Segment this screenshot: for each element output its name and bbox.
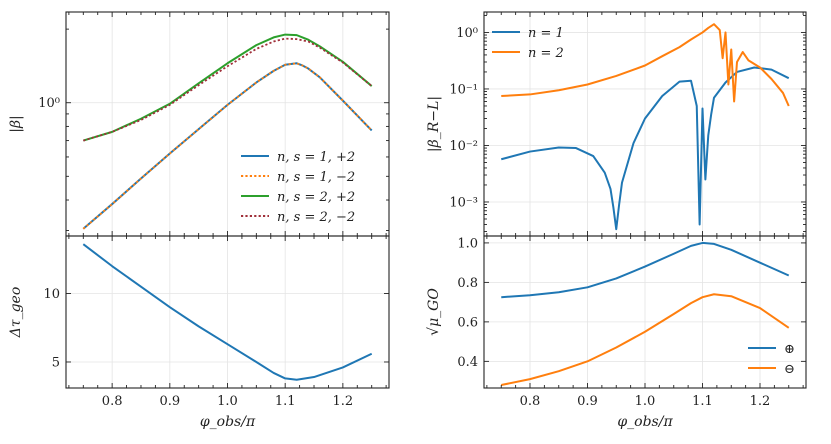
- x-tick-label: 1.0: [217, 394, 238, 409]
- series-group: [82, 243, 373, 381]
- panel-bottom-left: 0.8 0.9 1.0 1.1 1.2 φ_obs/π 5 10 Δτ_geo: [8, 235, 390, 430]
- x-tick-label: 1.0: [635, 394, 656, 409]
- legend-label-4: n, s = 2, −2: [277, 210, 355, 225]
- series-line-2: [501, 293, 790, 387]
- x-axis-label: φ_obs/π: [200, 414, 256, 430]
- series-line-1: [82, 243, 373, 381]
- x-axis-label: φ_obs/π: [617, 414, 673, 430]
- y-tick-label: 10: [43, 287, 60, 302]
- y-tick-label: 10⁻¹: [449, 82, 478, 97]
- legend-label-1: n = 1: [528, 26, 564, 41]
- series-line-4: [83, 37, 373, 142]
- y-tick-label: 5: [52, 355, 60, 370]
- panel-top-right: 10⁻³ 10⁻² 10⁻¹ 10⁰ |β_R−L| n = 1 n = 2: [426, 11, 807, 237]
- y-axis-label: |β_R−L|: [426, 96, 442, 152]
- panel-bottom-right: 0.8 0.9 1.0 1.1 1.2 φ_obs/π 0.4 0.6 0.8 1.0 √μ_GO ⊕…: [426, 235, 807, 430]
- series-line-3: [83, 33, 373, 142]
- x-tick-label: 1.2: [750, 394, 771, 409]
- y-axis-label: √μ_GO: [426, 288, 442, 336]
- series-line-2: [501, 23, 790, 107]
- series-line-1: [501, 241, 790, 299]
- y-tick-label: 0.4: [457, 355, 478, 370]
- legend-label-2: ⊖: [784, 362, 795, 377]
- y-tick-label: 0.8: [457, 276, 478, 291]
- x-tick-label: 1.1: [692, 394, 713, 409]
- legend-label-1: ⊕: [784, 342, 795, 357]
- y-tick-label: 0.6: [457, 315, 478, 330]
- x-tick-label: 1.1: [275, 394, 296, 409]
- legend-label-2: n, s = 1, −2: [277, 170, 355, 185]
- y-tick-label: 1.0: [457, 236, 478, 251]
- legend-label-1: n, s = 1, +2: [277, 150, 355, 165]
- y-tick-label: 10⁰: [456, 26, 478, 41]
- y-axis-label: Δτ_geo: [8, 287, 24, 339]
- x-tick-label: 0.8: [102, 394, 123, 409]
- x-tick-label: 0.9: [577, 394, 598, 409]
- series-group: [501, 241, 790, 387]
- y-tick-label: 10⁻²: [449, 139, 478, 154]
- y-tick-label: 10⁰: [38, 96, 60, 111]
- panel-top-left: 10⁰ |β| n, s = 1, +2 n, s = 1, −2 n, s = 2, …: [8, 11, 390, 237]
- y-tick-label: 10⁻³: [449, 195, 478, 210]
- series-line-1: [500, 66, 790, 231]
- x-tick-label: 1.2: [333, 394, 354, 409]
- series-line-2: [82, 62, 373, 230]
- x-tick-label: 0.9: [159, 394, 180, 409]
- legend-label-2: n = 2: [528, 46, 564, 61]
- series-group: [82, 33, 373, 230]
- series-group: [500, 23, 790, 231]
- legend-label-3: n, s = 2, +2: [277, 190, 355, 205]
- y-axis-label: |β|: [8, 115, 24, 133]
- x-tick-label: 0.8: [520, 394, 541, 409]
